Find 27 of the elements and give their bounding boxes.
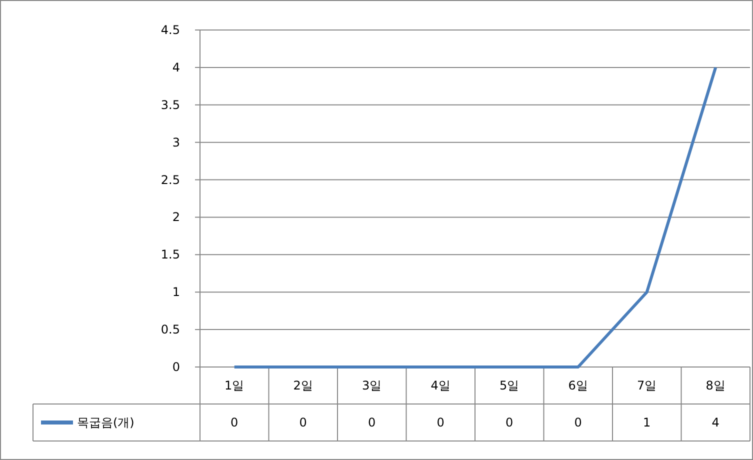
ytick: 0: [172, 360, 180, 374]
legend: 목굽음(개): [77, 416, 134, 430]
category: 6일: [568, 378, 588, 392]
ytick: 1.5: [160, 248, 180, 262]
data-label: 0: [506, 416, 514, 430]
category: 5일: [500, 378, 520, 392]
ytick: 4: [172, 60, 180, 74]
data-label: 0: [574, 416, 582, 430]
ytick: 2: [172, 210, 180, 224]
ytick: 1: [172, 285, 180, 300]
ytick: 4.5: [160, 23, 180, 37]
ytick: 2.5: [160, 172, 180, 187]
category: 2일: [293, 378, 313, 392]
category: 1일: [224, 378, 244, 392]
data-label: 0: [368, 416, 376, 430]
ytick: 3.5: [160, 98, 180, 112]
ytick: 3: [172, 135, 180, 150]
data-label: 0: [230, 416, 238, 430]
data-label: 0: [436, 416, 444, 430]
category: 8일: [706, 378, 726, 392]
ytick: 0.5: [160, 322, 180, 337]
data-label: 4: [712, 416, 720, 430]
category: 4일: [430, 378, 450, 392]
category: 3일: [362, 378, 382, 392]
category: 7일: [637, 378, 657, 392]
data-label: 0: [299, 416, 307, 430]
data-label: 1: [643, 416, 651, 430]
